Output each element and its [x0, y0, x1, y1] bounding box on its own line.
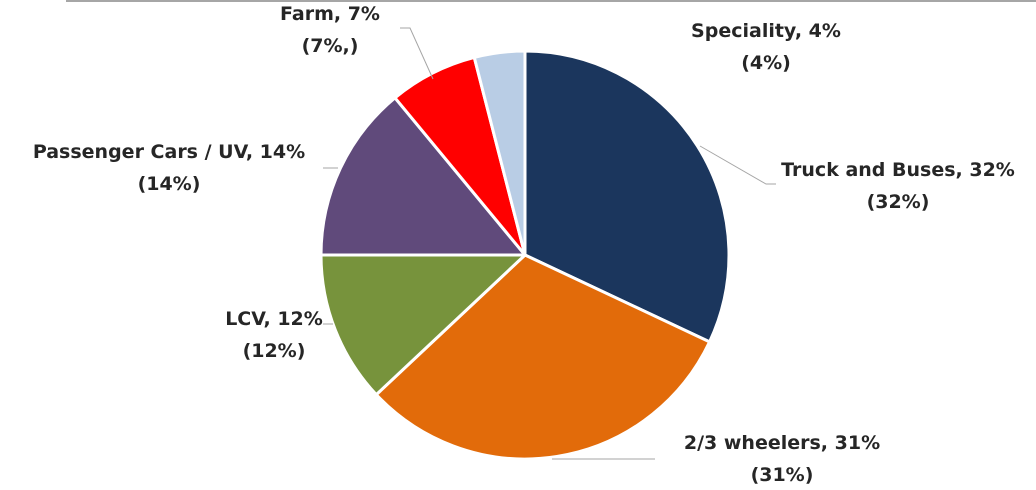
slice-label-line2: (4%)	[741, 52, 791, 74]
slice-label-2-3-wheelers: 2/3 wheelers, 31% (31%)	[684, 432, 880, 486]
slice-label-line2: (31%)	[751, 464, 814, 486]
slice-label-line1: Speciality, 4%	[691, 20, 841, 42]
slice-lcv	[319, 253, 527, 397]
slice-label-passenger-cars-uv: Passenger Cars / UV, 14% (14%)	[33, 141, 305, 195]
slice-2-3-wheelers	[374, 253, 712, 461]
slice-label-speciality: Speciality, 4% (4%)	[691, 20, 841, 74]
slice-truck-and-buses	[523, 49, 731, 344]
slice-label-line1: 2/3 wheelers, 31%	[684, 432, 880, 454]
leader-line-farm	[400, 27, 434, 80]
slice-label-farm: Farm, 7% (7%,)	[280, 3, 380, 57]
slice-speciality	[472, 49, 527, 257]
slice-label-line2: (7%,)	[302, 35, 359, 57]
pie-slices	[319, 49, 731, 461]
slice-label-lcv: LCV, 12% (12%)	[225, 308, 323, 362]
slice-label-line1: LCV, 12%	[225, 308, 323, 330]
leader-line-truck-and-buses	[699, 145, 776, 185]
leader-lines	[323, 27, 776, 460]
slice-label-line1: Truck and Buses, 32%	[781, 159, 1015, 181]
slice-labels: Truck and Buses, 32% (32%) 2/3 wheelers, 3…	[33, 3, 1015, 486]
slice-label-line2: (14%)	[138, 173, 201, 195]
slice-passenger-cars-uv	[319, 96, 527, 257]
slice-label-line2: (12%)	[243, 340, 306, 362]
slice-label-line1: Farm, 7%	[280, 3, 380, 25]
slice-label-line1: Passenger Cars / UV, 14%	[33, 141, 305, 163]
slice-label-line2: (32%)	[867, 191, 930, 213]
slice-label-truck-and-buses: Truck and Buses, 32% (32%)	[781, 159, 1015, 213]
